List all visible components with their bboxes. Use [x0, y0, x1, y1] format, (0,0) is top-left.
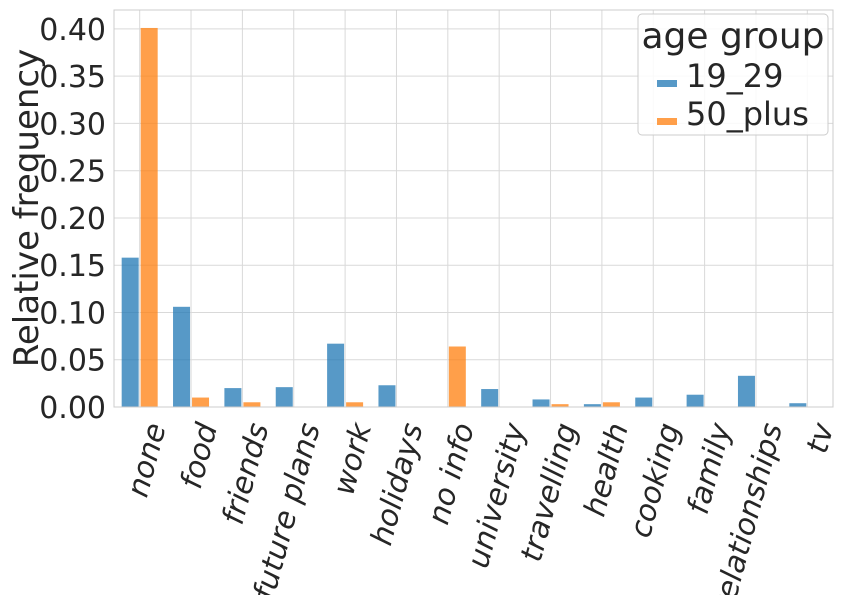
bar-50-plus-travelling — [551, 404, 569, 407]
y-axis-label: Relative frequency — [7, 49, 47, 367]
x-tick-label: tv — [800, 418, 842, 457]
bar-50-plus-friends — [243, 402, 261, 407]
x-tick-label: no info — [421, 419, 482, 528]
x-tick-label: none — [121, 419, 174, 500]
y-tick-label: 0.00 — [39, 391, 106, 426]
y-tick-label: 0.35 — [39, 60, 106, 95]
legend-swatch-19-29 — [657, 80, 677, 87]
bar-19-29-health — [583, 404, 601, 407]
x-tick-label: food — [174, 419, 225, 493]
legend-frame — [637, 13, 829, 136]
y-tick-label: 0.30 — [39, 107, 106, 142]
legend-label-19-29: 19_29 — [686, 57, 783, 95]
y-tick-label: 0.15 — [39, 249, 106, 284]
y-tick-labels: 0.00 0.05 0.10 0.15 0.20 0.25 0.30 0.35 0.40 — [39, 13, 106, 426]
bar-19-29-holidays — [378, 385, 396, 407]
bar-19-29-relationships — [737, 375, 755, 407]
bar-50-plus-health — [602, 402, 620, 407]
bar-50-plus-work — [346, 402, 364, 407]
grid — [114, 10, 833, 408]
bar-50-plus-food — [192, 397, 210, 407]
bar-19-29-tv — [789, 403, 807, 407]
bar-19-29-family — [686, 394, 704, 407]
legend-label-50-plus: 50_plus — [686, 95, 809, 133]
bar-19-29-none — [121, 257, 139, 407]
bar-19-29-cooking — [635, 397, 653, 407]
bar-50-plus-no-info — [448, 346, 466, 407]
x-tick-label: friends — [216, 419, 277, 528]
y-tick-label: 0.20 — [39, 202, 106, 237]
x-tick-label: health — [578, 419, 636, 520]
x-tick-label: family — [681, 418, 739, 518]
bar-19-29-travelling — [532, 399, 550, 407]
y-tick-label: 0.25 — [39, 155, 106, 190]
bar-19-29-future-plans — [275, 387, 293, 407]
bar-19-29-food — [173, 306, 191, 407]
y-tick-label: 0.05 — [39, 344, 106, 379]
bars — [121, 27, 807, 407]
x-tick-label: work — [327, 418, 380, 499]
y-tick-label: 0.40 — [39, 13, 106, 48]
bar-19-29-work — [327, 343, 345, 407]
legend-swatch-50-plus — [657, 118, 677, 125]
legend: age group 19_29 50_plus — [637, 13, 829, 136]
y-tick-label: 0.10 — [39, 296, 106, 331]
bar-19-29-university — [481, 389, 499, 407]
bar-50-plus-none — [140, 27, 158, 407]
bar-19-29-friends — [224, 388, 242, 407]
legend-title: age group — [641, 16, 824, 57]
plot-frame — [113, 9, 834, 408]
